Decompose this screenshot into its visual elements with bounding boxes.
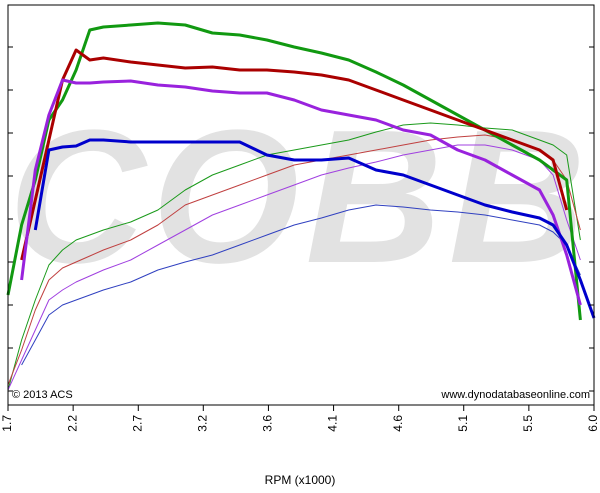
- watermark: COBB: [8, 91, 591, 303]
- x-tick-label: 3.2: [195, 415, 209, 432]
- line: [21, 204, 581, 366]
- source: www.dynodatabaseonline.com: [440, 389, 590, 401]
- plot: [6, 21, 596, 391]
- x-tick-label: 5.1: [456, 415, 470, 432]
- x-tick-label: 6.0: [586, 415, 600, 432]
- plot-border: [7, 4, 595, 406]
- line: [20, 48, 569, 261]
- copyright: © 2013 ACS: [12, 389, 73, 401]
- line: [20, 78, 582, 306]
- x-tick-label: 2.2: [65, 415, 79, 432]
- x-tick-label: 1.7: [0, 415, 14, 432]
- x-axis-title: RPM (x1000): [265, 473, 336, 487]
- x-tick-label: 3.6: [261, 415, 275, 432]
- line: [6, 21, 582, 321]
- line: [33, 138, 596, 319]
- line: [7, 144, 581, 391]
- x-tick-label: 5.5: [521, 415, 535, 432]
- x-tick-label: 4.6: [391, 415, 405, 432]
- x-tick-label: 4.1: [326, 415, 340, 432]
- x-tick-label: 2.7: [130, 415, 144, 432]
